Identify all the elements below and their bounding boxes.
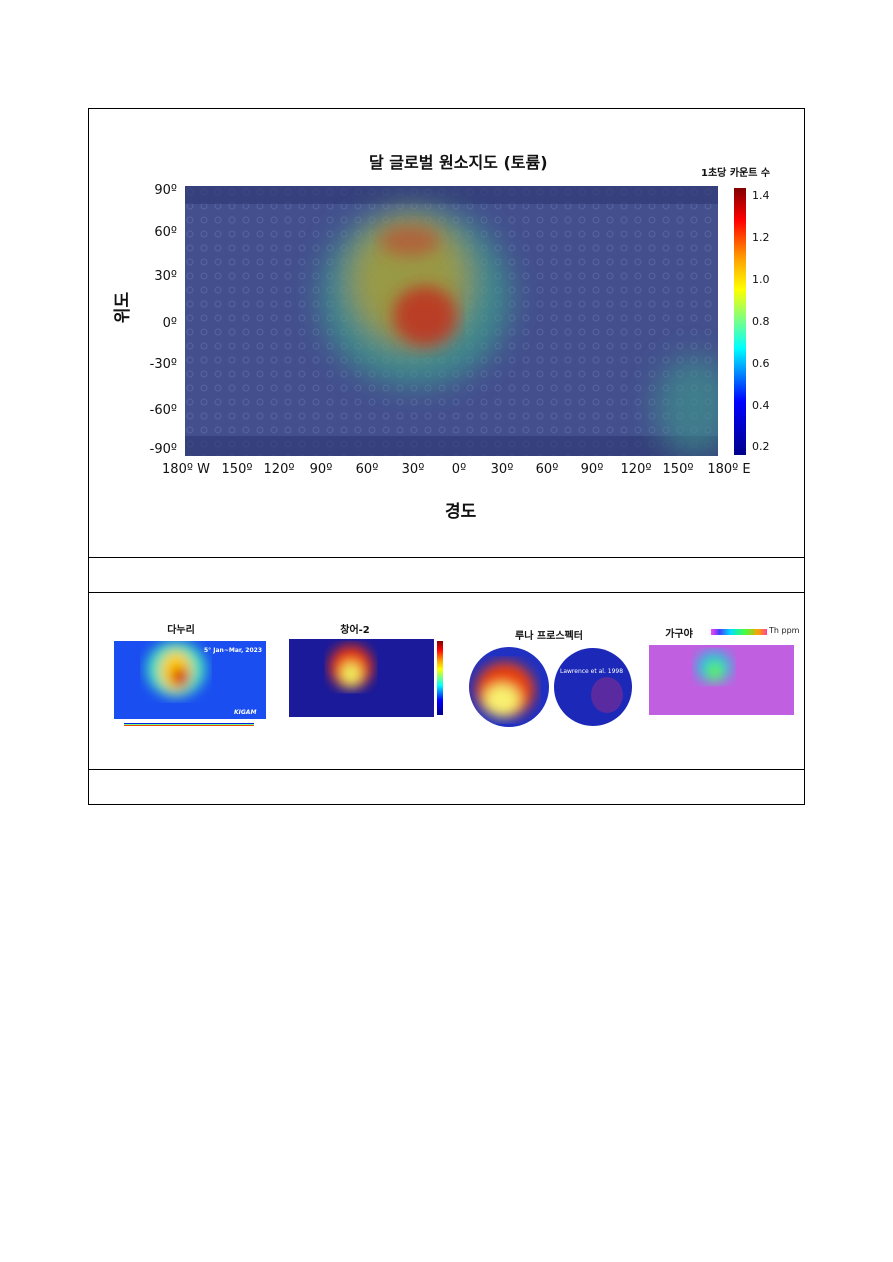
lunar-prospector-label: 루나 프로스펙터 — [515, 631, 583, 642]
lawrence-annotation: Lawrence et al. 1998 — [560, 668, 623, 675]
y-tick: -90º — [149, 442, 177, 457]
x-tick: 90º — [309, 462, 333, 477]
colorbar-tick: 1.2 — [752, 231, 770, 244]
x-tick: 30º — [401, 462, 425, 477]
x-tick: 60º — [535, 462, 559, 477]
figure-title: 달 글로벌 원소지도 (토륨) — [369, 153, 548, 172]
colorbar-tick: 0.8 — [752, 315, 770, 328]
danuri-label: 다누리 — [167, 625, 195, 636]
x-tick: 120º — [263, 462, 295, 477]
colorbar-tick: 1.0 — [752, 273, 770, 286]
colorbar-tick: 1.4 — [752, 189, 770, 202]
danuri-annotation: 5° Jan~Mar, 2023 — [204, 647, 262, 654]
lunar-prospector-globes: Lawrence et al. 1998 — [469, 647, 632, 727]
x-tick: 90º — [580, 462, 604, 477]
x-axis-label: 경도 — [445, 502, 477, 522]
caption-cell-1 — [88, 557, 805, 593]
y-tick: -60º — [149, 403, 177, 418]
danuri-map: 5° Jan~Mar, 2023 KIGAM — [114, 641, 266, 726]
y-tick: -30º — [149, 357, 177, 372]
x-tick: 180º E — [707, 462, 751, 477]
figure-cell: 달 글로벌 원소지도 (토륨) 1초당 카운트 수 1.4 1.2 1.0 0.… — [88, 108, 805, 558]
x-tick: 30º — [490, 462, 514, 477]
kigam-logo: KIGAM — [234, 709, 256, 716]
change2-map — [289, 639, 443, 717]
x-tick: 0º — [451, 462, 467, 477]
y-tick: 60º — [154, 225, 177, 240]
x-tick: 150º — [662, 462, 694, 477]
colorbar-title: 1초당 카운트 수 — [701, 168, 771, 179]
x-tick: 180º W — [162, 462, 210, 477]
comparison-cell: 다누리 5° Jan~Mar, 2023 KIGAM 창어-2 루나 프로스펙터… — [88, 592, 805, 770]
colorbar-tick: 0.2 — [752, 440, 770, 453]
x-tick: 120º — [620, 462, 652, 477]
y-tick: 90º — [154, 183, 177, 198]
kaguya-map — [649, 629, 794, 715]
kaguya-unit: Th ppm — [769, 626, 800, 635]
x-tick: 60º — [355, 462, 379, 477]
y-tick: 0º — [162, 316, 177, 331]
kaguya-label: 가구야 — [665, 629, 693, 640]
colorbar-tick: 0.6 — [752, 357, 770, 370]
change2-label: 창어-2 — [340, 625, 370, 636]
y-tick: 30º — [154, 269, 177, 284]
colorbar-tick: 0.4 — [752, 399, 770, 412]
colorbar — [734, 188, 746, 455]
x-tick: 150º — [221, 462, 253, 477]
thorium-map — [185, 186, 718, 456]
caption-cell-2 — [88, 769, 805, 805]
